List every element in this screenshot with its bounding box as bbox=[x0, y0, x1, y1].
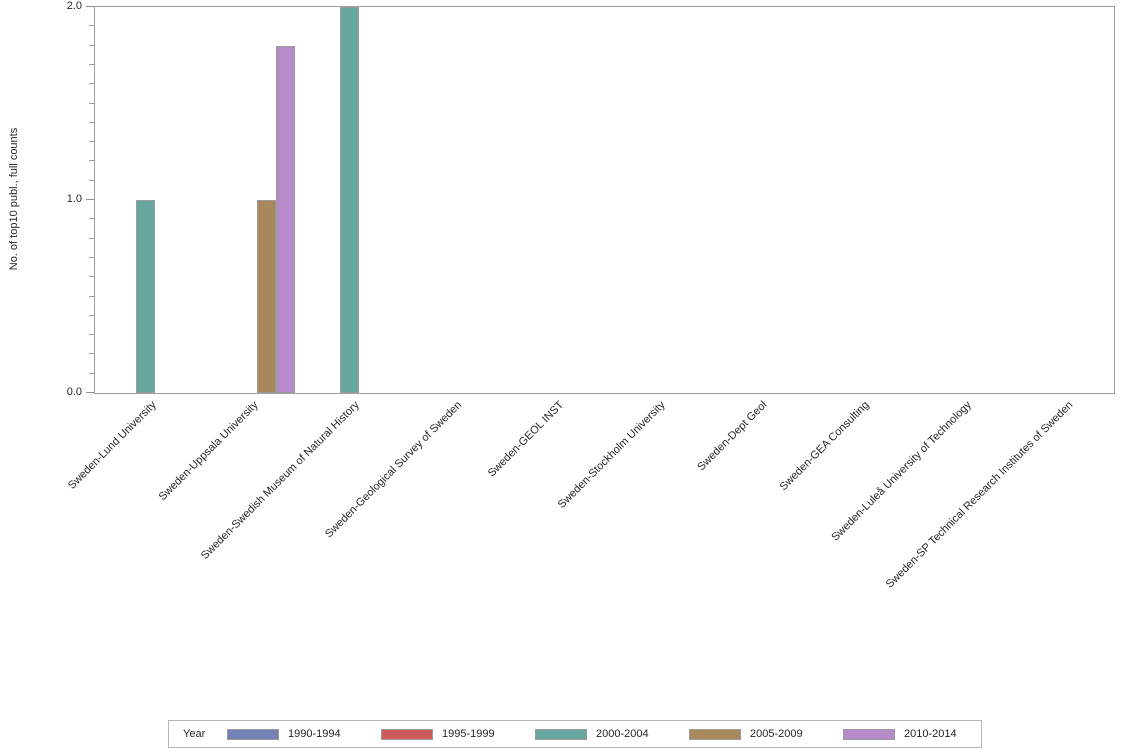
legend: Year 1990-1994 1995-1999 2000-2004 2005-200… bbox=[168, 720, 982, 748]
y-tick-label: 1.0 bbox=[66, 193, 82, 205]
y-minor-tick bbox=[89, 373, 94, 374]
x-axis-label: Sweden-Dept Geol bbox=[695, 399, 770, 474]
legend-swatch-2005-2009 bbox=[689, 728, 741, 740]
y-minor-tick bbox=[89, 25, 94, 26]
y-minor-tick bbox=[89, 353, 94, 354]
legend-entry-2000-2004: 2000-2004 bbox=[535, 721, 649, 747]
legend-entry-2010-2014: 2010-2014 bbox=[843, 721, 957, 747]
x-axis-label: Sweden-Lund University bbox=[65, 399, 159, 492]
y-minor-tick bbox=[89, 218, 94, 219]
y-axis-title: No. of top10 publ., full counts bbox=[8, 127, 20, 271]
y-minor-tick bbox=[89, 160, 94, 161]
y-minor-tick bbox=[89, 45, 94, 46]
legend-swatch-2000-2004 bbox=[535, 728, 587, 740]
y-minor-tick bbox=[89, 296, 94, 297]
y-minor-tick bbox=[89, 238, 94, 239]
x-axis-label: Sweden-Swedish Museum of Natural History bbox=[199, 399, 363, 562]
legend-entry-2005-2009: 2005-2009 bbox=[689, 721, 803, 747]
legend-label: 2010-2014 bbox=[904, 728, 957, 740]
legend-label: 2005-2009 bbox=[750, 728, 803, 740]
legend-swatch-2010-2014 bbox=[843, 728, 895, 740]
y-minor-tick bbox=[89, 122, 94, 123]
legend-entry-1990-1994: 1990-1994 bbox=[227, 721, 341, 747]
x-axis-label: Sweden-GEA Consulting bbox=[777, 399, 872, 494]
y-minor-tick bbox=[89, 141, 94, 142]
y-tick-label: 0.0 bbox=[66, 386, 82, 398]
legend-label: 1995-1999 bbox=[442, 728, 495, 740]
y-minor-tick bbox=[89, 103, 94, 104]
y-tick-label: 2.0 bbox=[66, 0, 82, 12]
legend-label: 2000-2004 bbox=[596, 728, 649, 740]
bar-2010-2014-2 bbox=[276, 46, 295, 393]
y-minor-tick bbox=[89, 334, 94, 335]
legend-swatch-1995-1999 bbox=[381, 728, 433, 740]
x-axis-label: Sweden-SP Technical Research Institutes … bbox=[884, 399, 1076, 591]
y-major-tick bbox=[86, 199, 94, 200]
plot-area bbox=[94, 6, 1115, 394]
y-minor-tick bbox=[89, 276, 94, 277]
y-minor-tick bbox=[89, 64, 94, 65]
x-axis-label: Sweden-Stockholm University bbox=[556, 399, 668, 511]
legend-swatch-1990-1994 bbox=[227, 728, 279, 740]
legend-title: Year bbox=[183, 728, 206, 740]
legend-entry-1995-1999: 1995-1999 bbox=[381, 721, 495, 747]
bar-2000-2004-1 bbox=[136, 200, 155, 393]
y-minor-tick bbox=[89, 257, 94, 258]
bar-2005-2009-2 bbox=[257, 200, 276, 393]
x-axis-label: Sweden-Uppsala University bbox=[156, 399, 261, 504]
y-major-tick bbox=[86, 6, 94, 7]
y-minor-tick bbox=[89, 315, 94, 316]
legend-label: 1990-1994 bbox=[288, 728, 341, 740]
bar-2000-2004-3 bbox=[340, 7, 359, 393]
y-minor-tick bbox=[89, 180, 94, 181]
y-minor-tick bbox=[89, 83, 94, 84]
x-axis-label: Sweden-GEOL INST bbox=[485, 399, 567, 480]
y-major-tick bbox=[86, 392, 94, 393]
